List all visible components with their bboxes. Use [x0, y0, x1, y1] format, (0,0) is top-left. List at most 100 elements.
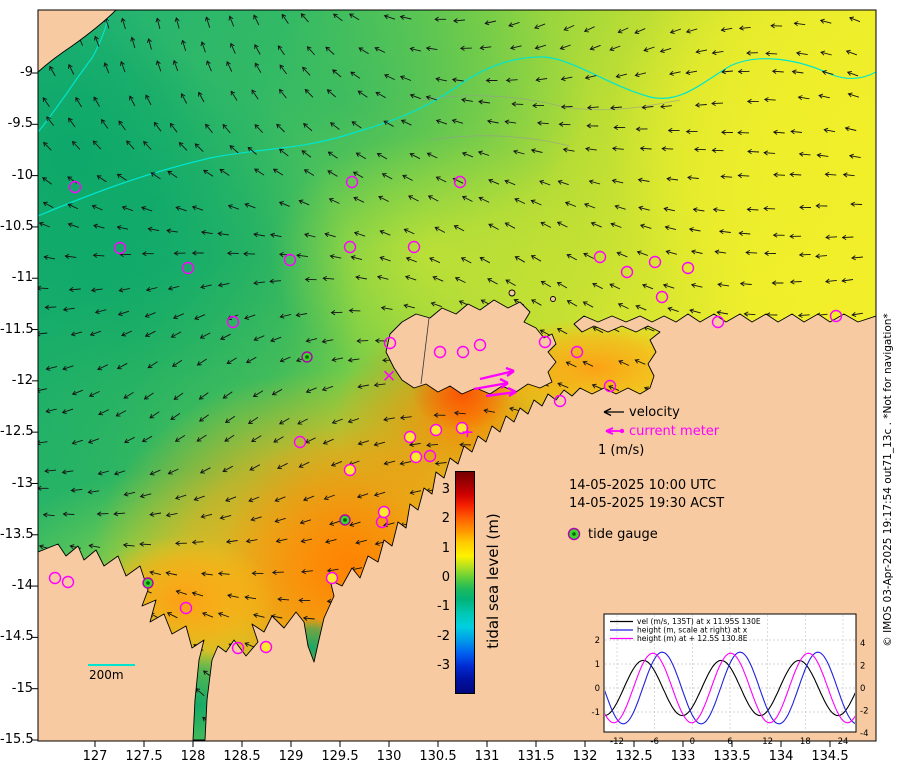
tide-gauge-legend-icon	[567, 527, 581, 541]
plus-station-marker	[462, 427, 473, 438]
x-tick-label: 128.5	[223, 749, 261, 764]
inset-yright-tick-label: 0	[860, 684, 865, 694]
current-meter-marker	[620, 265, 634, 279]
y-tick-label: -11.5	[0, 321, 34, 337]
x-tick-label: 133.5	[713, 749, 751, 764]
current-meter-marker	[181, 261, 195, 275]
attribution-watermark: © IMOS 03-Apr-2025 19:17:54 out71_13c . …	[882, 313, 894, 647]
current-meter-marker	[403, 430, 417, 444]
x-tick-label: 132.5	[615, 749, 653, 764]
inset-x-tick-label: 24	[838, 737, 849, 747]
current-meter-marker	[570, 345, 584, 359]
current-meter-marker	[648, 255, 662, 269]
x-tick-label: 127	[82, 749, 108, 764]
isobath-contour	[38, 11, 111, 133]
current-meter-marker	[293, 435, 307, 449]
x-tick-label: 129	[278, 749, 304, 764]
current-meter-marker	[603, 379, 617, 393]
current-meter-marker	[538, 335, 552, 349]
colorbar-tick-label: 0	[441, 570, 450, 585]
current-meter-marker	[48, 571, 62, 585]
x-tick-label: 134	[768, 749, 794, 764]
current-meter-marker	[325, 571, 339, 585]
colorbar-tick-label: 3	[441, 482, 450, 497]
y-tick-label: -10	[11, 167, 33, 183]
current-meter-marker	[429, 423, 443, 437]
current-meter-marker	[407, 240, 421, 254]
inset-legend: vel (m/s, 135T) at x 11.95S 130E height …	[610, 617, 761, 643]
velocity-scale-label: 1 (m/s)	[598, 443, 645, 458]
land-islet	[550, 296, 556, 302]
x-tick-label: 131	[474, 749, 500, 764]
colorbar-tick-label: 2	[441, 511, 450, 527]
inset-series-1	[605, 651, 855, 725]
y-tick-label: -9	[20, 65, 33, 80]
current-meter-marker	[343, 463, 357, 477]
current-meter-marker	[433, 345, 447, 359]
inset-legend-label-height-x: height (m, scale at right) at x	[637, 626, 748, 635]
current-meter-marker	[655, 290, 669, 304]
inset-yright-tick-label: -2	[860, 706, 868, 716]
y-tick-label: -14	[11, 578, 33, 594]
x-tick-label: 133	[670, 749, 696, 764]
x-tick-label: 129.5	[321, 749, 359, 764]
x-tick-label: 128	[180, 749, 206, 764]
y-tick-label: -12.5	[0, 424, 34, 440]
current-meter-marker	[377, 505, 391, 519]
current-meter-marker	[593, 250, 607, 264]
x-tick-label: 130.5	[419, 749, 457, 764]
current-meter-marker	[283, 253, 297, 267]
inset-yright-tick-label: 4	[860, 639, 865, 649]
y-tick-label: -15	[11, 680, 33, 696]
y-tick-label: -11	[11, 270, 33, 286]
y-tick-label: -14.5	[0, 629, 34, 645]
current-meter-marker	[423, 449, 437, 463]
inset-x-tick-label: 18	[800, 737, 811, 747]
inset-legend-label-height-plus: height (m) at + 12.5S 130.8E	[637, 634, 748, 643]
current-meter-legend-icon	[605, 427, 625, 435]
scalebar-line	[88, 664, 135, 666]
current-meter-marker	[231, 641, 245, 655]
x-tick-label: 134.5	[811, 749, 849, 764]
current-meter-marker	[61, 575, 75, 589]
current-meter-marker	[456, 345, 470, 359]
velocity-legend-arrow-icon	[603, 407, 624, 417]
inset-yleft-tick-label: -1	[592, 708, 600, 718]
inset-x-tick-label: 0	[690, 737, 695, 747]
inset-yleft-tick-label: 0	[595, 684, 600, 694]
tide-gauge-marker-dot	[146, 581, 150, 585]
x-tick-label: 127.5	[125, 749, 163, 764]
inset-axis-labels: -12 -6 0 6 12 18 24 2 1 0 -1 4 2 0 -2 -4	[592, 636, 869, 747]
velocity-legend-label: velocity	[629, 405, 680, 420]
map-markers	[48, 175, 843, 655]
current-meter-marker	[829, 309, 843, 323]
inset-x-tick-label: 12	[762, 737, 773, 747]
x-station-marker	[383, 370, 395, 381]
y-tick-label: -9.5	[7, 116, 33, 132]
apsley-strait	[420, 317, 430, 385]
colorbar-tick-label: -2	[437, 628, 450, 644]
inset-curves	[605, 651, 855, 725]
current-meter-marker	[473, 338, 487, 352]
current-meter-marker	[681, 261, 695, 275]
x-tick-label: 131.5	[517, 749, 555, 764]
current-meter-marker	[383, 336, 397, 350]
datetime-local: 14-05-2025 19:30 ACST	[569, 496, 725, 511]
current-meter-marker	[453, 175, 467, 189]
inset-x-tick-label: -12	[610, 737, 624, 747]
y-tick-label: -13.5	[0, 526, 34, 542]
current-meter-vectors	[473, 366, 517, 398]
current-meter-marker	[711, 315, 725, 329]
current-meter-legend-label: current meter	[629, 424, 720, 439]
y-tick-label: -13	[11, 475, 33, 491]
current-meter-marker	[226, 315, 240, 329]
inset-yleft-tick-label: 2	[595, 636, 600, 646]
colorbar-tick-label: -1	[437, 599, 450, 615]
plot-frame	[37, 9, 877, 742]
inset-legend-label-vel: vel (m/s, 135T) at x 11.95S 130E	[637, 617, 761, 626]
inset-x-tick-label: -6	[650, 737, 658, 747]
inset-yleft-tick-label: 1	[595, 660, 600, 670]
land-islet	[508, 289, 516, 297]
y-tick-label: -10.5	[0, 218, 34, 234]
